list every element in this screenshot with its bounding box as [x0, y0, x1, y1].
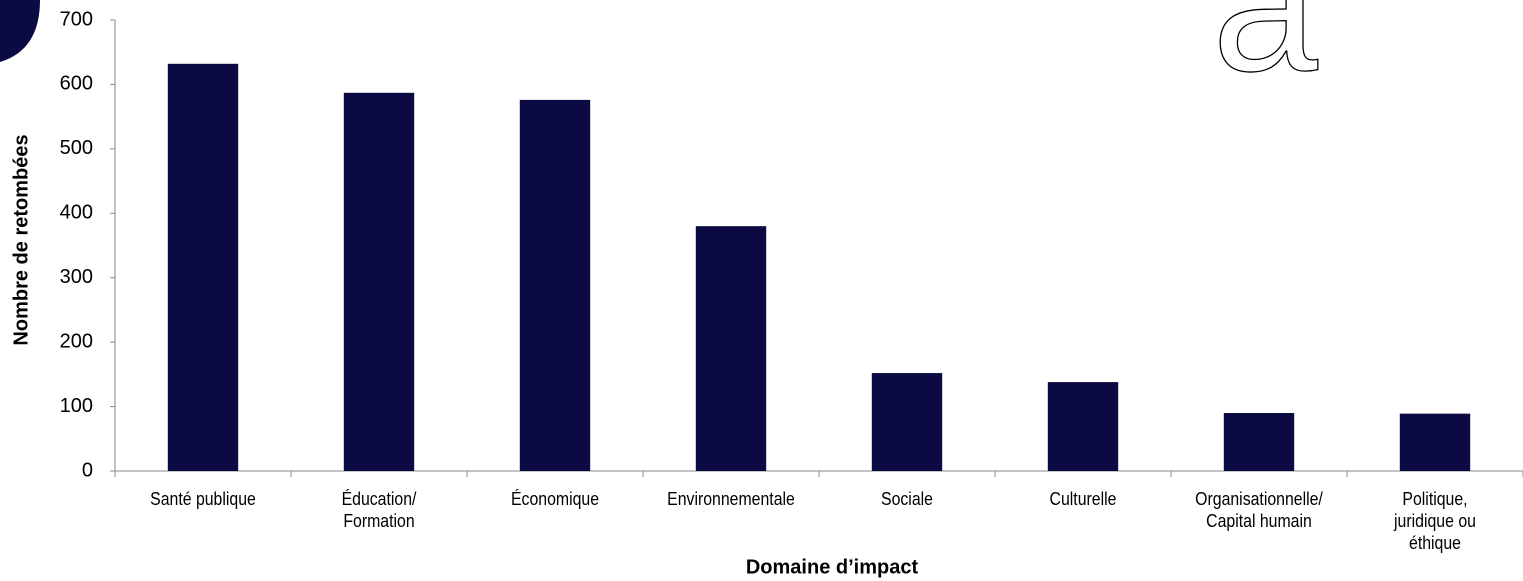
watermark: a	[1212, 0, 1318, 111]
bar	[343, 92, 415, 471]
y-tick-label: 600	[60, 73, 93, 95]
y-tick-label: 700	[60, 8, 93, 30]
x-tick-label: Politique, juridique ou éthique	[1394, 489, 1476, 553]
bar	[1399, 413, 1471, 471]
x-tick-label: Économique	[510, 489, 600, 509]
x-axis-title: Domaine d’impact	[746, 556, 919, 578]
bar	[1223, 413, 1295, 471]
x-tick-label: Culturelle	[1049, 489, 1117, 509]
x-tick-label: Sociale	[881, 489, 933, 509]
y-tick-label: 0	[82, 459, 93, 481]
y-tick-label: 100	[60, 395, 93, 417]
x-tick-label: Éducation/ Formation	[341, 489, 417, 531]
bar	[1047, 382, 1119, 471]
y-tick-label: 300	[60, 266, 93, 288]
y-axis-title: Nombre de retombées	[10, 134, 32, 345]
bar	[519, 99, 591, 472]
bar	[871, 373, 943, 471]
y-tick-label: 400	[60, 202, 93, 224]
y-tick-label: 200	[60, 330, 93, 352]
corner-shape	[0, 0, 40, 62]
bar	[695, 226, 767, 471]
x-tick-label: Santé publique	[150, 489, 256, 509]
x-tick-label: Organisationnelle/ Capital humain	[1195, 489, 1323, 531]
x-tick-label: Environnementale	[667, 489, 795, 509]
bar	[167, 63, 239, 471]
y-tick-label: 500	[60, 137, 93, 159]
